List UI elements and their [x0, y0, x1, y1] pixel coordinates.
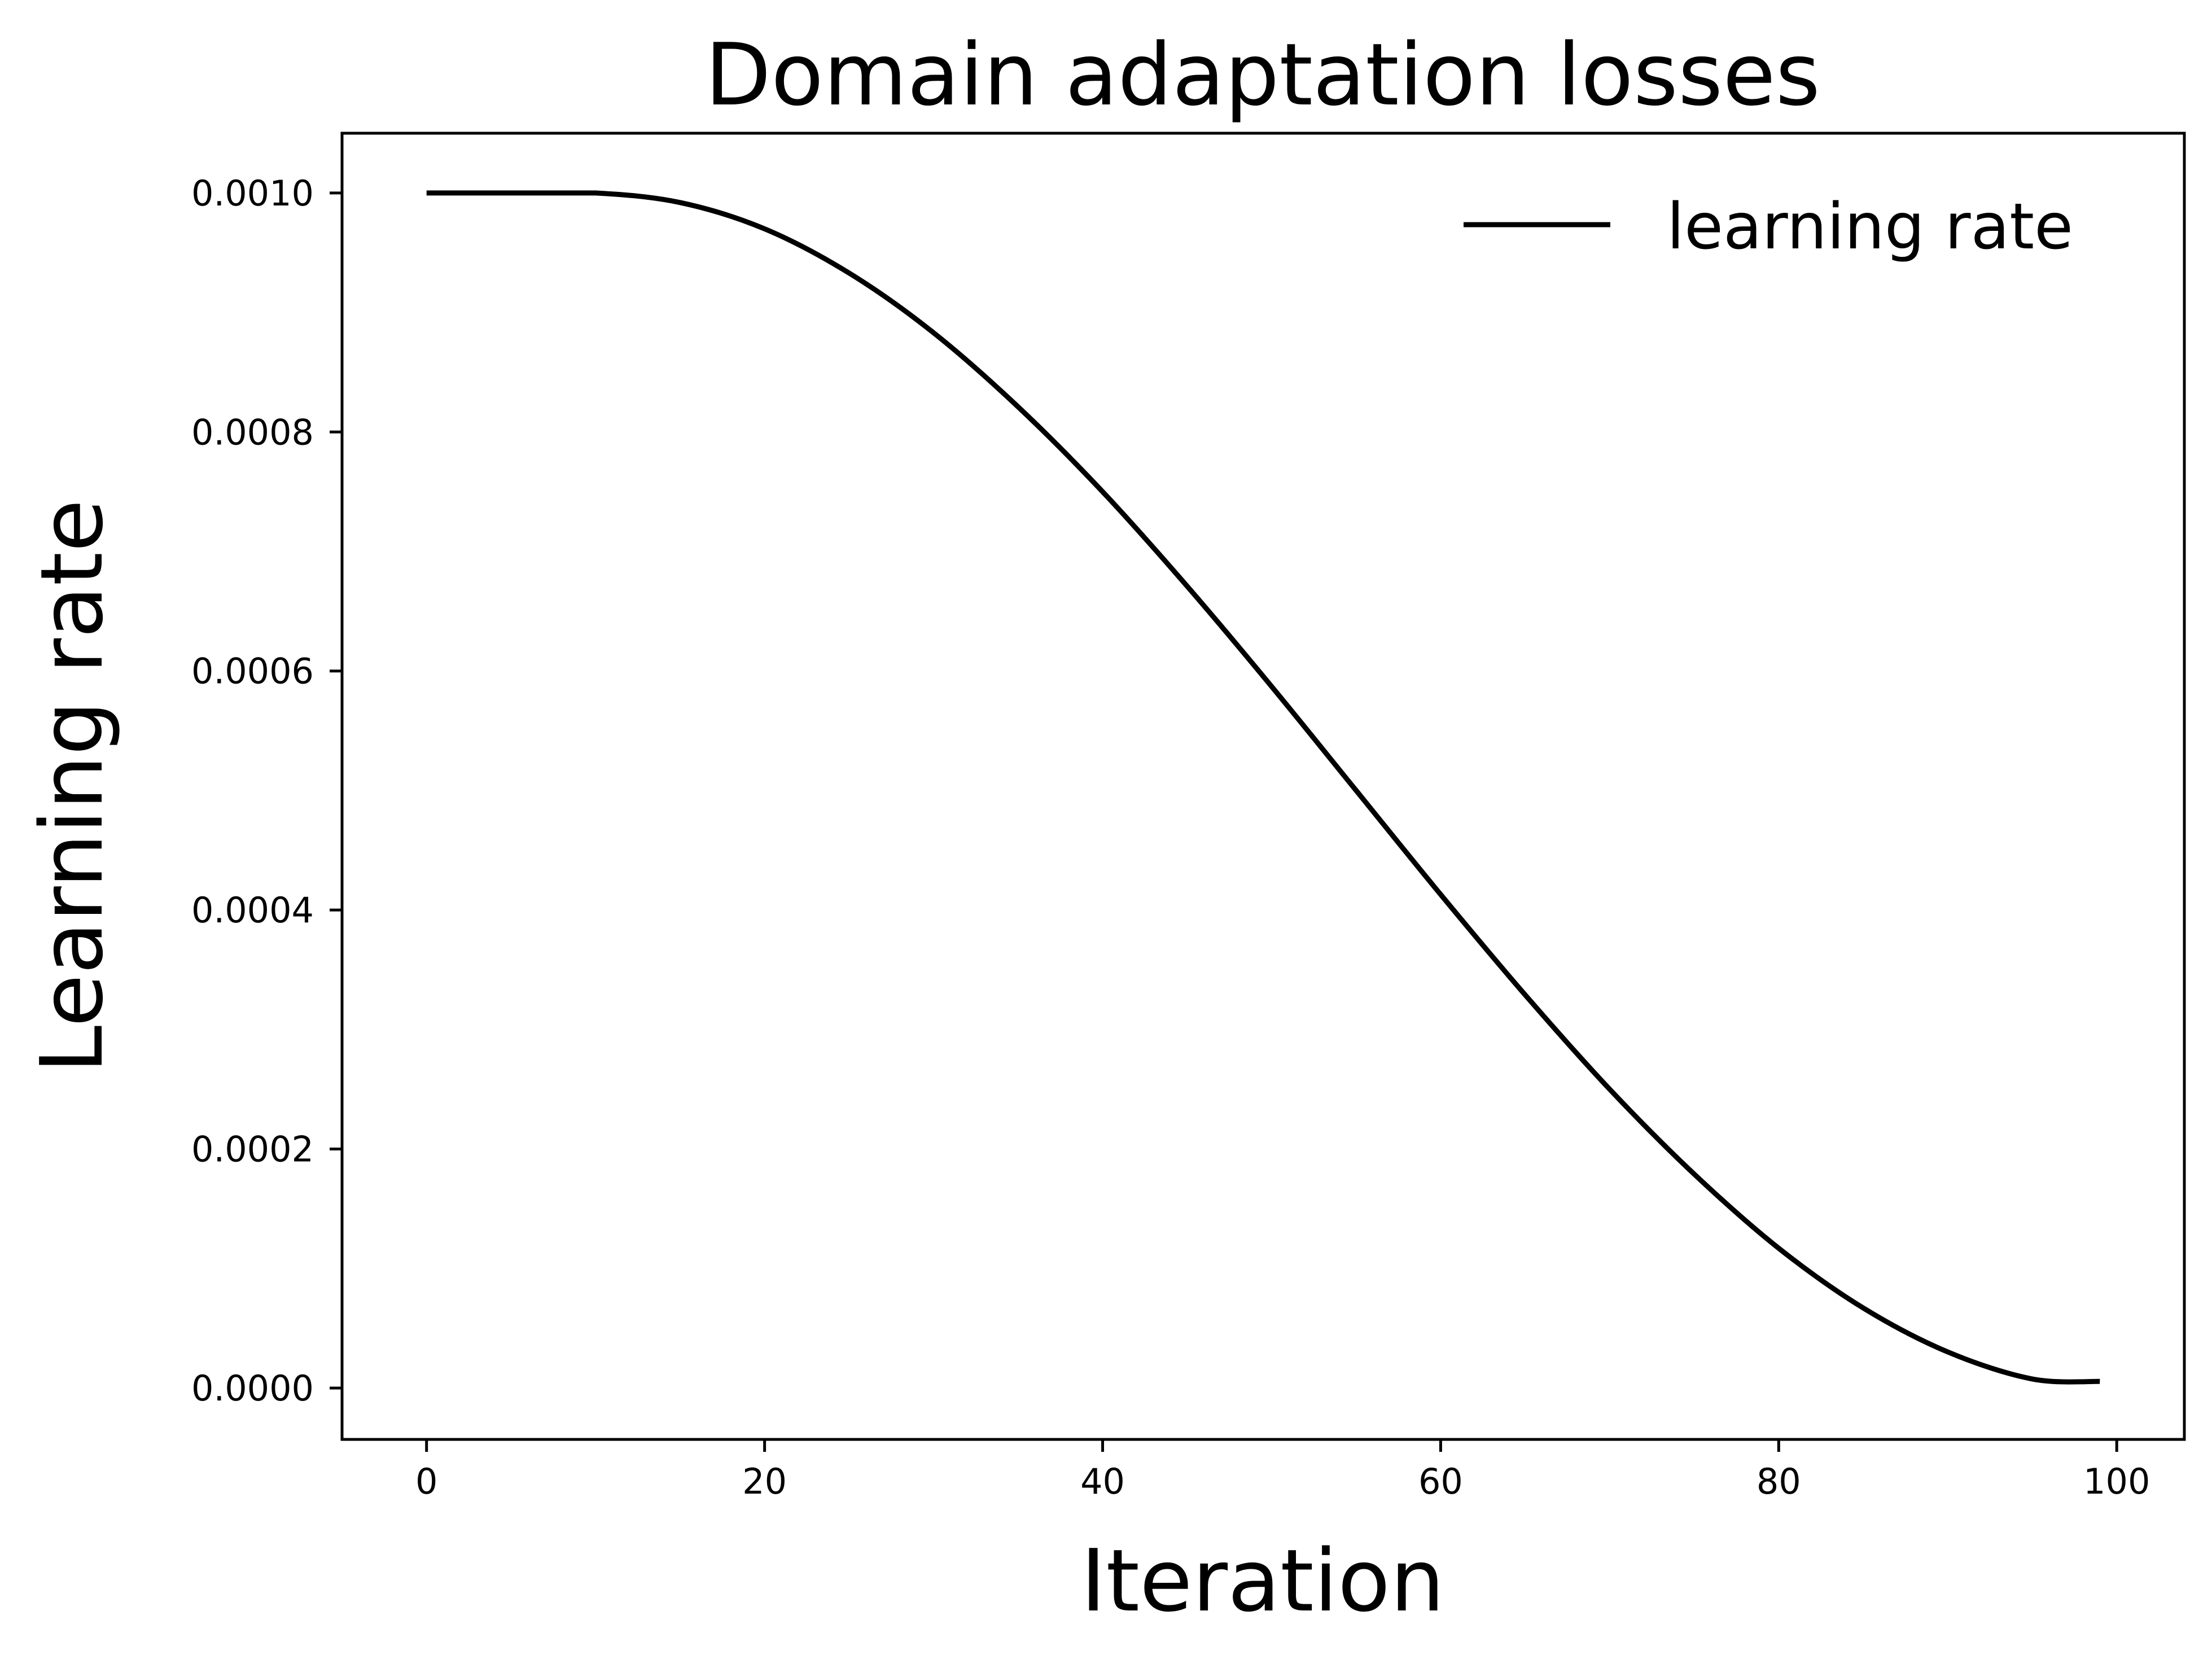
y-tick-label: 0.0010: [191, 173, 314, 214]
y-tick-label: 0.0004: [191, 890, 314, 931]
legend-label-learning-rate: learning rate: [1667, 190, 2073, 264]
chart-title: Domain adaptation losses: [705, 25, 1820, 125]
y-tick-label: 0.0006: [191, 651, 314, 692]
y-axis-label: Learning rate: [22, 500, 122, 1074]
x-tick-label: 0: [415, 1461, 437, 1502]
plot-series: [426, 190, 2100, 1385]
y-tick-label: 0.0008: [191, 412, 314, 453]
x-axis-ticks: 0 20 40 60 80 100: [415, 1439, 2150, 1502]
plot-frame: [340, 132, 2186, 1441]
series-line-learning-rate: [426, 190, 2100, 1385]
x-tick-label: 80: [1757, 1461, 1801, 1502]
x-tick-label: 100: [2083, 1461, 2150, 1502]
y-tick-label: 0.0000: [191, 1368, 314, 1409]
y-axis-ticks: 0.0000 0.0002 0.0004 0.0006 0.0008 0.0010: [191, 173, 342, 1409]
x-tick-label: 40: [1080, 1461, 1125, 1502]
y-tick-label: 0.0002: [191, 1129, 314, 1170]
x-tick-label: 20: [742, 1461, 787, 1502]
x-axis-label: Iteration: [1081, 1531, 1445, 1631]
legend: learning rate: [1464, 190, 2073, 264]
x-tick-label: 60: [1418, 1461, 1463, 1502]
